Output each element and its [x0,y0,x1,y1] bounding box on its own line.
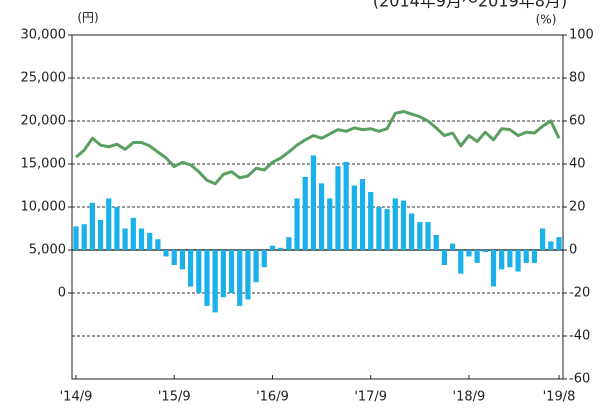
y2-tick-label: -40 [569,329,590,344]
bar [482,250,488,253]
bar [245,250,251,300]
bar [441,250,447,266]
bar [499,250,505,270]
bar [228,250,235,293]
y2-tick-label: -60 [569,372,590,387]
bar [81,224,87,250]
bar [359,179,366,250]
bar [220,250,226,298]
bar [106,198,112,250]
bar [540,228,546,250]
y2-tick-label: 60 [569,114,586,129]
line [75,110,561,186]
bar [114,207,120,250]
y-tick-label: 15,000 [21,157,67,172]
bar [269,245,276,250]
bar [531,250,538,263]
bar [327,198,333,250]
bar [204,250,210,306]
bar [302,176,308,250]
bar [384,209,390,250]
bar [73,226,79,250]
y2-tick-label: 0 [569,243,577,258]
y2-tick-label: 100 [569,28,594,43]
bar [122,228,128,250]
chart-subtitle: (2014年9月～2019年8月) [373,0,567,11]
bar [409,213,415,250]
bar [417,222,423,250]
y2-axis-label: (%) [536,13,557,27]
bar [433,234,439,250]
bar [556,237,562,250]
bar [212,250,218,313]
y2-tick-label: -20 [569,286,590,301]
bar [343,161,349,250]
y-tick-label: 0 [58,286,66,301]
bar [507,250,513,268]
bar [548,241,554,250]
bar [171,250,177,266]
bar [318,183,325,250]
bar [179,250,186,270]
bar [466,250,472,257]
bar [286,237,292,250]
bar [130,217,136,250]
bar [474,250,480,263]
y2-tick-label: 40 [569,157,586,172]
y-axis-label: (円) [77,11,98,25]
bar [97,219,104,250]
x-tick-label: '19/8 [543,390,576,405]
bar [376,207,382,250]
bar [155,239,161,250]
x-tick-label: '16/9 [256,390,289,405]
bar [515,250,521,272]
y-tick-label: 25,000 [21,71,67,86]
y-tick-label: 20,000 [21,114,67,129]
y2-tick-label: 80 [569,71,586,86]
bar [237,250,243,306]
bar [449,243,456,250]
bar [261,250,267,268]
x-tick-label: '18/9 [453,390,486,405]
bar [425,222,431,250]
bar [392,198,398,250]
bar [368,191,374,250]
x-tick-label: '14/9 [60,390,93,405]
x-tick-label: '17/9 [354,390,387,405]
bar [351,185,357,250]
bar [163,250,169,257]
x-tick-label: '15/9 [158,390,191,405]
bar [188,250,194,287]
y-tick-label: 30,000 [21,28,67,43]
bar [400,200,407,250]
y-tick-label: 10,000 [21,200,67,215]
bar [278,247,284,250]
bar [523,250,529,263]
bar [89,202,95,250]
y2-tick-label: 20 [569,200,586,215]
bar [294,198,300,250]
bar [138,228,145,250]
bar [335,166,341,250]
bar [253,250,259,283]
bar [147,232,153,250]
y-tick-label: 5,000 [29,243,66,258]
bar [458,250,464,274]
bar [490,250,497,287]
bar [310,155,317,250]
bar [196,250,202,293]
